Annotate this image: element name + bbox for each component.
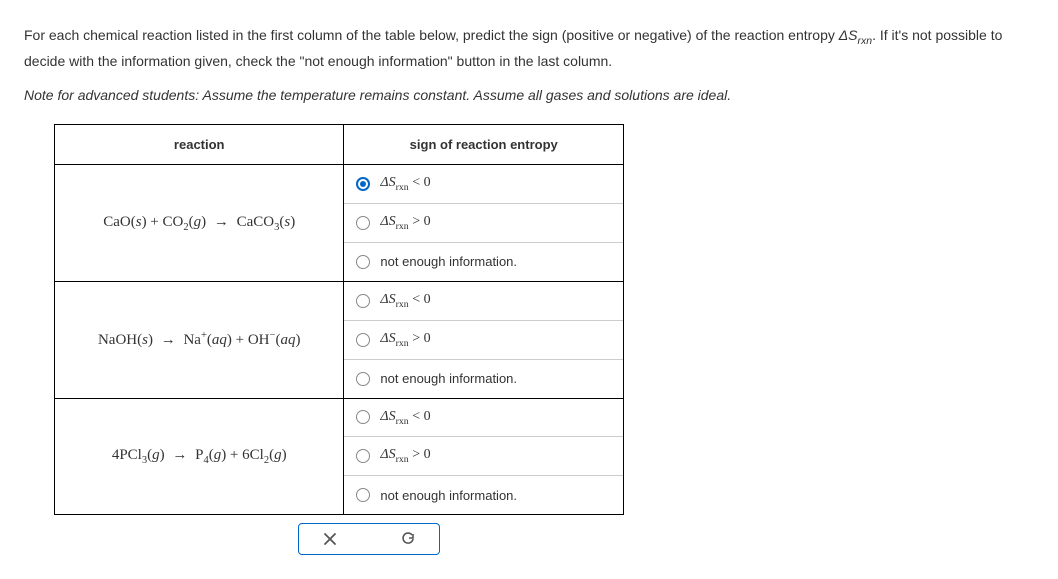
- option-gt-1[interactable]: ΔSrxn > 0: [344, 204, 623, 243]
- header-sign: sign of reaction entropy: [344, 125, 624, 165]
- radio-gt-1[interactable]: [356, 216, 370, 230]
- table-row: NaOH(s) → Na+(aq) + OH−(aq) ΔSrxn < 0 ΔS…: [55, 281, 624, 398]
- reaction-equation-2: NaOH(s) → Na+(aq) + OH−(aq): [55, 281, 344, 398]
- option-lt-1[interactable]: ΔSrxn < 0: [344, 165, 623, 204]
- header-reaction: reaction: [55, 125, 344, 165]
- option-label-lt: ΔSrxn < 0: [380, 175, 430, 193]
- table-row: CaO(s) + CO2(g) → CaCO3(s) ΔSrxn < 0 ΔSr…: [55, 165, 624, 282]
- option-label-gt: ΔSrxn > 0: [380, 447, 430, 465]
- radio-nei-3[interactable]: [356, 488, 370, 502]
- reaction-equation-1: CaO(s) + CO2(g) → CaCO3(s): [55, 165, 344, 282]
- option-label-nei: not enough information.: [380, 371, 517, 386]
- option-label-lt: ΔSrxn < 0: [380, 292, 430, 310]
- option-gt-3[interactable]: ΔSrxn > 0: [344, 437, 623, 476]
- table-row: 4PCl3(g) → P4(g) + 6Cl2(g) ΔSrxn < 0 ΔSr…: [55, 398, 624, 515]
- delta-s-symbol: ΔSrxn: [839, 27, 872, 43]
- footer-controls: [84, 523, 654, 555]
- option-nei-2[interactable]: not enough information.: [344, 360, 623, 398]
- option-label-lt: ΔSrxn < 0: [380, 409, 430, 427]
- option-label-gt: ΔSrxn > 0: [380, 214, 430, 232]
- reaction-equation-3: 4PCl3(g) → P4(g) + 6Cl2(g): [55, 398, 344, 515]
- radio-nei-1[interactable]: [356, 255, 370, 269]
- option-label-nei: not enough information.: [380, 254, 517, 269]
- reaction-table: reaction sign of reaction entropy CaO(s)…: [54, 124, 624, 515]
- option-lt-2[interactable]: ΔSrxn < 0: [344, 282, 623, 321]
- radio-nei-2[interactable]: [356, 372, 370, 386]
- controls-box: [298, 523, 440, 555]
- options-cell-3: ΔSrxn < 0 ΔSrxn > 0 not enough informati…: [344, 398, 624, 515]
- option-label-gt: ΔSrxn > 0: [380, 331, 430, 349]
- option-lt-3[interactable]: ΔSrxn < 0: [344, 399, 623, 438]
- refresh-icon: [400, 531, 416, 547]
- radio-lt-2[interactable]: [356, 294, 370, 308]
- instruction-part1: For each chemical reaction listed in the…: [24, 27, 839, 43]
- option-label-nei: not enough information.: [380, 488, 517, 503]
- advanced-note: Note for advanced students: Assume the t…: [24, 84, 1034, 106]
- reset-button[interactable]: [399, 530, 417, 548]
- options-cell-2: ΔSrxn < 0 ΔSrxn > 0 not enough informati…: [344, 281, 624, 398]
- clear-button[interactable]: [321, 530, 339, 548]
- radio-lt-3[interactable]: [356, 410, 370, 424]
- reaction-table-wrap: reaction sign of reaction entropy CaO(s)…: [54, 124, 624, 555]
- option-gt-2[interactable]: ΔSrxn > 0: [344, 321, 623, 360]
- instruction-text: For each chemical reaction listed in the…: [24, 24, 1034, 72]
- radio-gt-3[interactable]: [356, 449, 370, 463]
- options-cell-1: ΔSrxn < 0 ΔSrxn > 0 not enough informati…: [344, 165, 624, 282]
- option-nei-3[interactable]: not enough information.: [344, 476, 623, 514]
- radio-gt-2[interactable]: [356, 333, 370, 347]
- close-icon: [322, 531, 338, 547]
- radio-lt-1[interactable]: [356, 177, 370, 191]
- option-nei-1[interactable]: not enough information.: [344, 243, 623, 281]
